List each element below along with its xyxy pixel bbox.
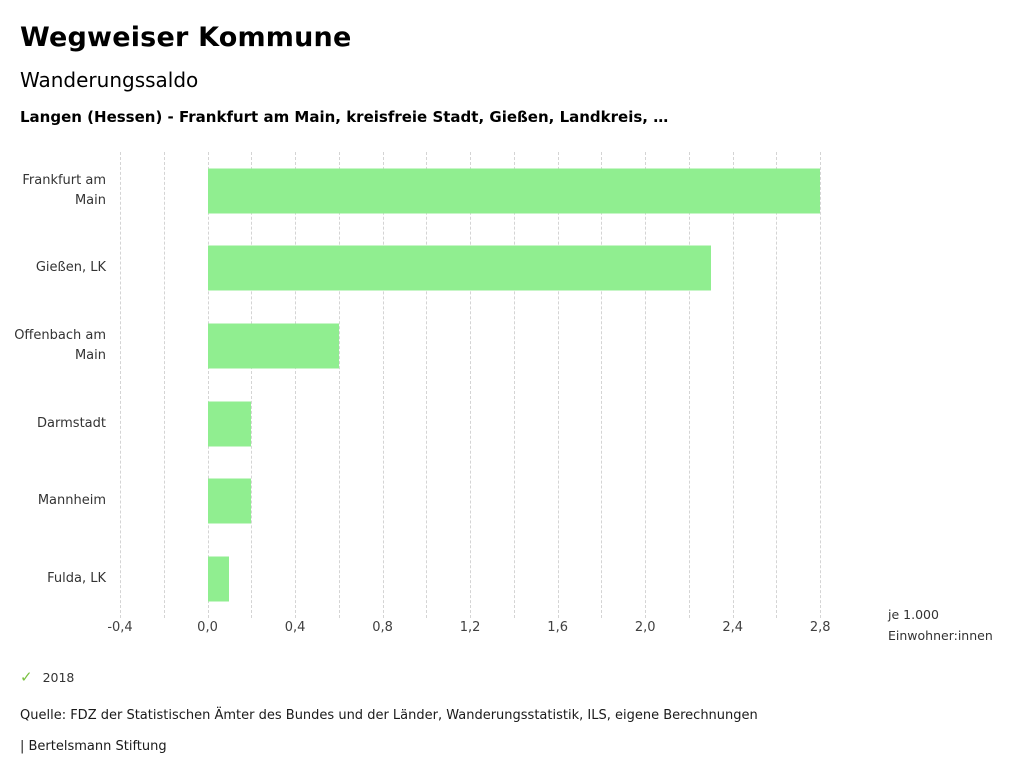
x-tick-label: -0,4 [107,620,133,635]
bar [207,478,252,524]
gridline [820,152,822,618]
x-axis-labels: -0,4 0,0 0,4 0,8 1,2 1,6 2,0 2,4 2,8 [107,620,864,640]
category-label: Gießen, LK [35,260,106,276]
category-label: Darmstadt [37,415,106,431]
gridline [557,152,559,618]
legend-year-label: 2018 [42,669,75,685]
axis-unit-label: je 1.000 Einwohner:innen [888,604,993,647]
header: Wegweiser Kommune Wanderungssaldo Langen… [20,22,1004,126]
bar [207,168,821,214]
x-tick-label: 2,0 [634,620,656,635]
axis-unit-line1: je 1.000 [888,607,939,622]
bar [207,556,230,602]
x-tick-label: 0,8 [372,620,393,635]
selection-subtitle: Langen (Hessen) - Frankfurt am Main, kre… [20,108,669,126]
chart-row: Darmstadt [0,385,1024,463]
bar-chart: Frankfurt am Main Gießen, LK Offenbach am … [0,152,1024,618]
bar [207,245,711,291]
bar [207,401,252,447]
gridline [645,152,647,618]
x-tick-label: 0,4 [284,620,306,635]
category-label: Offenbach am Main [14,328,106,364]
gridline [732,152,734,618]
source-text: Quelle: FDZ der Statistischen Ämter des … [20,708,758,723]
gridline [251,152,253,618]
bar-track [120,152,864,230]
bar-track [120,540,864,618]
category-label: Fulda, LK [47,571,106,587]
chart-row: Frankfurt am Main [0,152,1024,230]
chart-gridlines [120,152,864,618]
bar-track [120,385,864,463]
bar-track [120,463,864,541]
axis-unit-line2: Einwohner:innen [888,628,993,644]
check-icon: ✓ [20,668,33,686]
gridline [426,152,428,618]
category-label: Frankfurt am Main [22,172,106,208]
gridline [688,152,690,618]
chart-row: Gießen, LK [0,230,1024,308]
x-tick-label: 0,0 [197,620,218,635]
gridline [601,152,603,618]
gridline [470,152,472,618]
gridline [338,152,340,618]
chart-row: Mannheim [0,463,1024,541]
x-tick-label: 1,6 [547,620,568,635]
indicator-title: Wanderungssaldo [20,68,199,92]
gridline [295,152,297,618]
x-tick-label: 1,2 [459,620,481,635]
chart-row: Fulda, LK [0,540,1024,618]
bar-track [120,307,864,385]
page-title: Wegweiser Kommune [20,22,352,53]
chart-row: Offenbach am Main [0,307,1024,385]
attribution-text: | Bertelsmann Stiftung [20,739,167,754]
gridline [776,152,778,618]
gridline [207,152,209,618]
gridline [513,152,515,618]
gridline [163,152,165,618]
bar [207,323,339,369]
category-label: Mannheim [37,493,106,509]
bar-track [120,230,864,308]
gridline [382,152,384,618]
legend: ✓ 2018 [20,668,74,686]
x-tick-label: 2,4 [722,620,744,635]
x-tick-label: 2,8 [809,620,831,635]
gridline [120,152,121,618]
